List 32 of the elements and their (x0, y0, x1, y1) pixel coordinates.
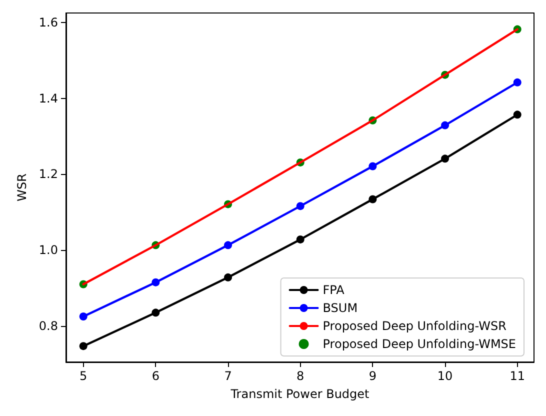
point (152, 278, 160, 286)
point (441, 121, 450, 130)
x-tick-label: 6 (152, 369, 160, 383)
point (296, 202, 304, 210)
x-tick-label: 10 (437, 369, 453, 383)
point (296, 235, 304, 244)
x-tick-label: 7 (224, 369, 232, 383)
legend-label: Proposed Deep Unfolding-WMSE (322, 337, 516, 351)
point (152, 308, 160, 317)
y-tick-label: 1.0 (38, 243, 58, 258)
x-tick-label: 11 (510, 369, 526, 383)
x-tick-label: 5 (80, 369, 88, 383)
y-tick-label: 1.6 (38, 15, 58, 30)
y-tick-label: 0.8 (38, 318, 58, 333)
y-axis-title: WSR (15, 174, 29, 202)
y-tick-label: 1.2 (38, 167, 58, 182)
point (513, 78, 522, 86)
y-tick-label: 1.4 (38, 91, 58, 106)
x-tick-label: 9 (368, 369, 377, 383)
legend-label: FPA (322, 283, 346, 297)
point (513, 110, 522, 119)
x-tick-label: 8 (296, 369, 304, 383)
legend-label: Proposed Deep Unfolding-WSR (322, 319, 506, 333)
point (79, 312, 88, 320)
point (441, 154, 450, 163)
point (79, 342, 88, 350)
legend-label: BSUM (322, 301, 358, 315)
point (368, 162, 377, 170)
point (224, 241, 232, 250)
point (224, 273, 232, 282)
point (368, 195, 377, 204)
x-axis-title: Transmit Power Budget (230, 387, 370, 401)
